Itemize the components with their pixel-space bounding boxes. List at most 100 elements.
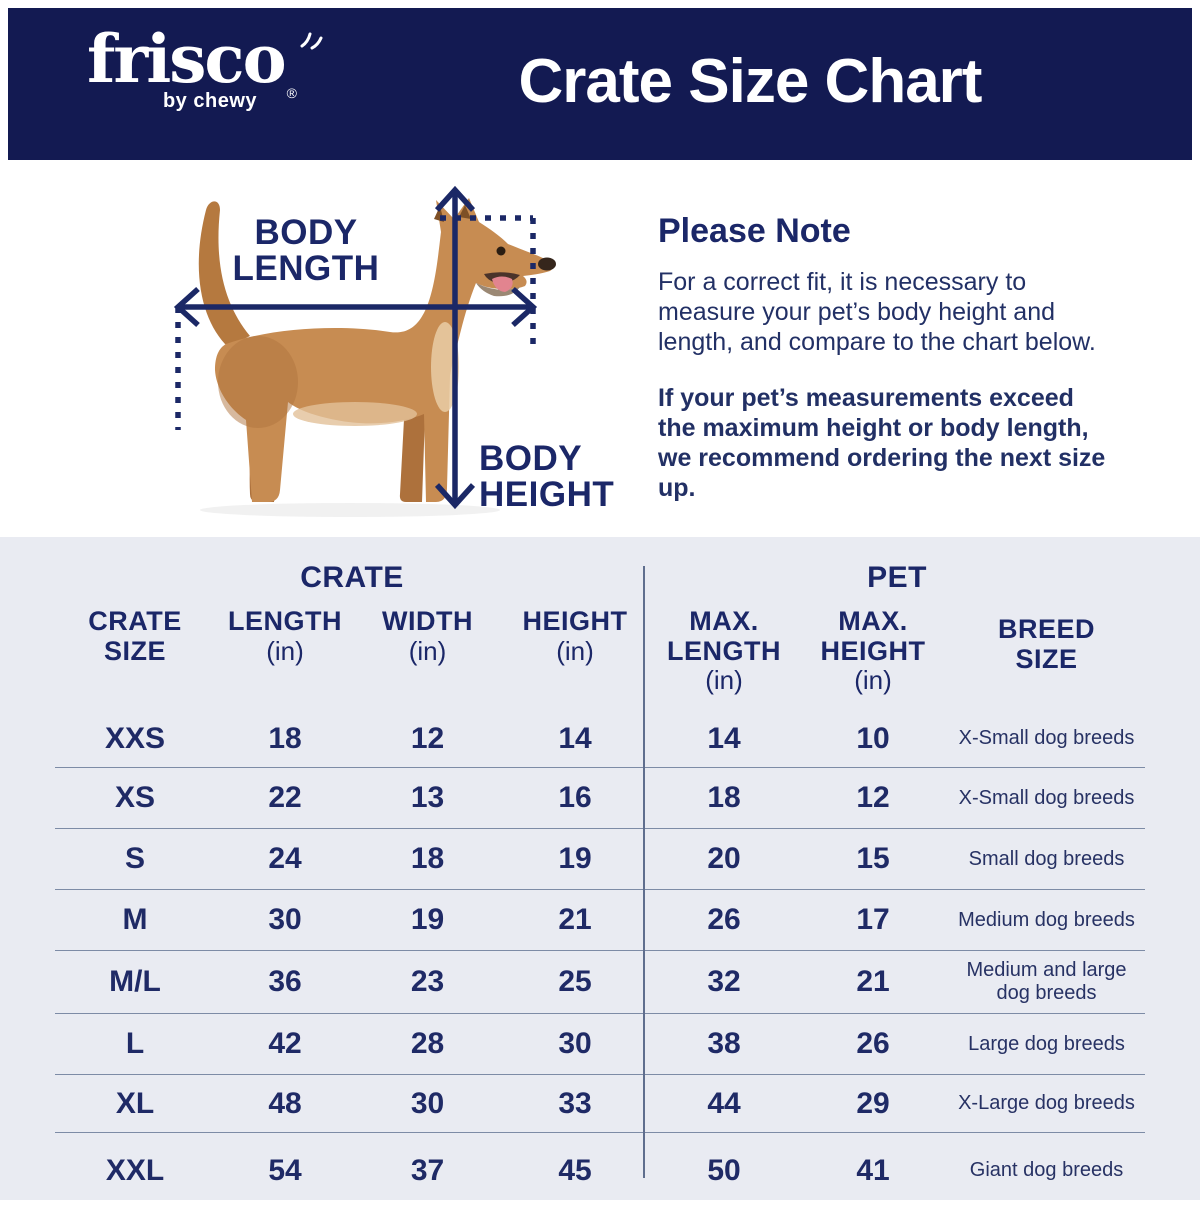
width-cell: 19: [410, 903, 445, 936]
height-cell: 14: [558, 721, 592, 755]
table-row-ml: M/L 36 23 25 32 21 Medium and large dog …: [55, 950, 1145, 1013]
width-cell: 37: [410, 1153, 445, 1187]
length-cell: 54: [268, 1153, 302, 1187]
max-height-cell: 26: [856, 1027, 890, 1060]
table-row-xs: XS 22 13 16 18 12 X-Small dog breeds: [55, 767, 1145, 828]
column-header-breed-size: BREED SIZE: [997, 614, 1095, 674]
arrow-up-head: [434, 185, 476, 212]
max-height-cell: 10: [856, 721, 890, 755]
column-header-row: CRATE SIZE LENGTH (in) WIDTH (in) HEIGHT (i…: [55, 606, 1145, 696]
width-cell: 23: [410, 965, 445, 998]
size-cell: XL: [115, 1086, 155, 1120]
size-cell: XS: [114, 781, 156, 814]
breed-cell: X-Small dog breeds: [958, 786, 1135, 809]
size-cell: M/L: [109, 965, 161, 998]
table-row-m: M 30 19 21 26 17 Medium dog breeds: [55, 889, 1145, 950]
height-cell: 30: [558, 1027, 592, 1060]
size-cell: XXS: [104, 721, 166, 755]
column-header-crate-size: CRATE SIZE: [88, 606, 182, 666]
body-length-label: BODY LENGTH: [232, 213, 380, 288]
column-header-max-length: MAX. LENGTH (in): [667, 606, 781, 696]
pet-group-header: PET: [867, 561, 927, 594]
frisco-wordmark: frisco: [87, 20, 287, 98]
frisco-logo: frisco ® by chewy: [72, 20, 323, 113]
max-height-cell: 41: [856, 1153, 890, 1187]
breed-cell: X-Large dog breeds: [958, 1092, 1135, 1114]
width-cell: 12: [410, 721, 445, 755]
dog-haunch-shade: [218, 336, 298, 428]
table-row-xl: XL 48 30 33 44 29 X-Large dog breeds: [55, 1074, 1145, 1132]
crate-group-header: CRATE: [300, 561, 404, 594]
max-height-cell: 12: [856, 781, 890, 814]
max-length-cell: 50: [707, 1153, 741, 1187]
length-cell: 42: [268, 1027, 302, 1060]
crate-pet-divider: [643, 566, 645, 1178]
max-length-cell: 44: [707, 1086, 741, 1120]
height-cell: 16: [558, 781, 592, 814]
max-length-cell: 14: [707, 721, 741, 755]
breed-cell: Large dog breeds: [968, 1032, 1125, 1055]
column-header-max-height: MAX. HEIGHT (in): [820, 606, 926, 696]
height-cell: 19: [558, 842, 592, 875]
max-height-cell: 15: [856, 842, 890, 875]
height-cell: 45: [558, 1153, 592, 1187]
dog-body: [215, 198, 554, 502]
breed-cell: Medium and large dog breeds: [966, 959, 1127, 1004]
table-row-xxl: XXL 54 37 45 50 41 Giant dog breeds: [55, 1132, 1145, 1208]
width-cell: 18: [410, 842, 445, 875]
breed-cell: Giant dog breeds: [969, 1159, 1124, 1181]
size-cell: M: [122, 903, 148, 936]
max-height-cell: 17: [856, 903, 890, 936]
max-length-cell: 32: [707, 965, 741, 998]
width-cell: 30: [410, 1086, 445, 1120]
dog-tail: [198, 201, 250, 347]
max-length-cell: 38: [707, 1027, 741, 1060]
dog-chest-highlight: [431, 322, 459, 412]
table-row-s: S 24 18 19 20 15 Small dog breeds: [55, 828, 1145, 889]
dog-tongue: [492, 276, 513, 292]
arrow-down-head: [434, 483, 476, 510]
max-length-cell: 18: [707, 781, 741, 814]
height-cell: 25: [558, 965, 592, 998]
max-height-cell: 21: [856, 965, 890, 998]
dog-shadow: [200, 503, 500, 517]
column-header-width: WIDTH (in): [382, 606, 473, 666]
dog-lower-jaw: [476, 283, 520, 297]
length-cell: 36: [268, 965, 302, 998]
note-bold-paragraph: If your pet’s measurements exceed the ma…: [658, 384, 1106, 502]
length-cell: 24: [268, 842, 302, 875]
breed-cell: Small dog breeds: [968, 847, 1125, 870]
arrow-right-head: [511, 286, 538, 328]
length-cell: 22: [268, 781, 302, 814]
breed-cell: Medium dog breeds: [958, 908, 1135, 931]
size-cell: L: [125, 1027, 145, 1060]
whisker-marks-icon: [300, 32, 323, 50]
crate-size-table: CRATE PET CRATE SIZE LENGTH (in) WIDTH (in…: [0, 537, 1200, 1200]
body-height-label: BODY HEIGHT: [479, 439, 615, 514]
table-body: XXS 18 12 14 14 10 X-Small dog breeds XS…: [55, 710, 1145, 1208]
column-header-length: LENGTH (in): [228, 606, 342, 666]
measurement-arrows: [173, 185, 538, 510]
table-row-xxs: XXS 18 12 14 14 10 X-Small dog breeds: [55, 710, 1145, 767]
max-length-cell: 26: [707, 903, 741, 936]
column-header-height: HEIGHT (in): [522, 606, 628, 666]
length-cell: 18: [268, 721, 302, 755]
width-cell: 28: [410, 1027, 445, 1060]
page-title: Crate Size Chart: [518, 47, 983, 116]
note-heading: Please Note: [658, 212, 851, 250]
registered-trademark-icon: ®: [286, 85, 297, 101]
width-cell: 13: [410, 781, 445, 814]
by-chewy-wordmark: by chewy: [162, 90, 258, 112]
dog-eye: [496, 246, 506, 256]
please-note-block: Please Note For a correct fit, it is nec…: [658, 212, 1116, 503]
dog-illustration: [173, 185, 556, 517]
length-cell: 30: [268, 903, 302, 936]
breed-cell: X-Small dog breeds: [958, 727, 1135, 749]
max-height-cell: 29: [856, 1086, 890, 1120]
header-banner: frisco ® by chewy Crate Size Chart: [8, 8, 1192, 160]
table-row-l: L 42 28 30 38 26 Large dog breeds: [55, 1013, 1145, 1074]
note-paragraph: For a correct fit, it is necessary to me…: [658, 268, 1096, 356]
height-cell: 33: [558, 1086, 592, 1120]
dog-belly-highlight: [293, 402, 417, 426]
dog-ear-inner-front: [459, 205, 471, 219]
